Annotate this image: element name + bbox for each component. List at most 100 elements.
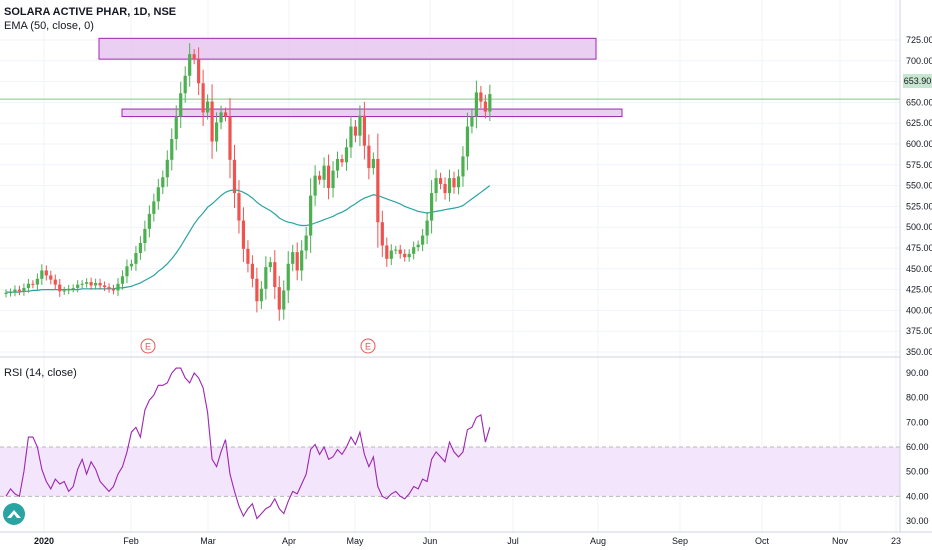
candle-body [125,266,129,277]
candle-body [152,201,156,214]
candle-body [362,115,366,146]
candle-body [273,262,277,288]
candle-body [89,282,93,286]
price-tick-label: 650.00 [906,97,932,107]
candle-body [304,235,308,251]
candle-body [53,279,57,285]
candle-body [452,178,456,188]
candle-body [443,183,447,194]
candle-body [421,235,425,245]
candle-body [358,115,362,136]
candle-body [470,116,474,127]
price-tick-label: 725.00 [906,35,932,45]
price-tick-label: 425.00 [906,285,932,295]
candle-body [44,270,48,276]
candle-body [76,284,80,288]
price-tick-label: 375.00 [906,326,932,336]
candle-body [138,243,142,253]
price-tick-label: 500.00 [906,222,932,232]
time-tick-label: Mar [200,536,216,546]
candle-body [331,170,335,189]
candle-body [416,244,420,248]
candle-body [461,156,465,177]
time-tick-label: Jul [507,536,519,546]
candle-body [147,213,151,229]
rsi-tick-label: 60.00 [906,442,929,452]
candle-body [31,283,35,285]
candle-body [349,126,353,148]
ema-legend[interactable]: EMA (50, close, 0) [4,20,94,32]
price-tick-label: 475.00 [906,243,932,253]
time-tick-label: Feb [123,536,139,546]
candle-body [246,248,250,264]
candle-body [385,245,389,259]
candle-body [335,158,340,171]
candle-body [210,101,214,142]
candle-body [22,287,26,292]
candle-body [206,101,210,113]
time-tick-label: 23 [891,536,901,546]
tradingview-logo-icon[interactable] [3,503,25,525]
price-tick-label: 400.00 [906,305,932,315]
rsi-series [5,367,491,520]
candle-body [380,222,384,246]
rsi-tick-label: 40.00 [906,491,929,501]
time-tick-label: 2020 [34,536,54,546]
candle-body [371,158,375,169]
candle-body [62,290,66,292]
candle-body [165,159,169,178]
time-tick-label: Oct [755,536,770,546]
candle-body [353,126,358,136]
candle-body [264,267,268,289]
candle-body [192,54,196,60]
candle-body [170,139,174,160]
candle-body [412,247,416,254]
candle-body [394,249,398,251]
price-tick-label: 525.00 [906,201,932,211]
rsi-band-fill [0,447,900,497]
candle-body [143,228,147,244]
candle-body [26,283,30,288]
candle-body [201,83,205,113]
candle-body [71,287,75,289]
candle-body [174,116,178,140]
candle-body [430,193,434,221]
candle-body [277,287,281,310]
candle-body [17,289,22,292]
time-tick-label: Sep [672,536,688,546]
candle-body [479,92,483,102]
earnings-marker-circle [140,338,156,354]
price-tick-label: 625.00 [906,118,932,128]
candle-body [214,122,219,142]
price-tick-label: 600.00 [906,139,932,149]
rsi-legend[interactable]: RSI (14, close) [4,367,77,379]
candlesticks [4,43,492,321]
candle-body [309,195,313,236]
candle-body [8,292,13,294]
time-tick-label: Jun [423,536,438,546]
candle-body [403,253,407,258]
time-tick-label: Apr [282,536,296,546]
candle-body [179,93,183,117]
price-tick-label: 550.00 [906,181,932,191]
price-tick-label: 700.00 [906,56,932,66]
candle-body [291,252,295,264]
candle-body [40,270,44,279]
candle-body [134,252,138,264]
candle-body [80,283,84,285]
rsi-tick-label: 90.00 [906,368,929,378]
chart-title[interactable]: SOLARA ACTIVE PHAR, 1D, NSE [4,6,177,18]
candle-body [107,287,111,289]
time-tick-label: May [346,536,364,546]
rsi-tick-label: 80.00 [906,393,929,403]
candle-body [219,112,223,123]
candle-body [13,289,17,293]
resistance-zone [98,37,597,60]
candle-body [398,249,402,254]
price-tick-label: 450.00 [906,264,932,274]
candle-body [228,116,232,160]
candle-body [318,175,322,180]
candle-body [407,253,411,258]
